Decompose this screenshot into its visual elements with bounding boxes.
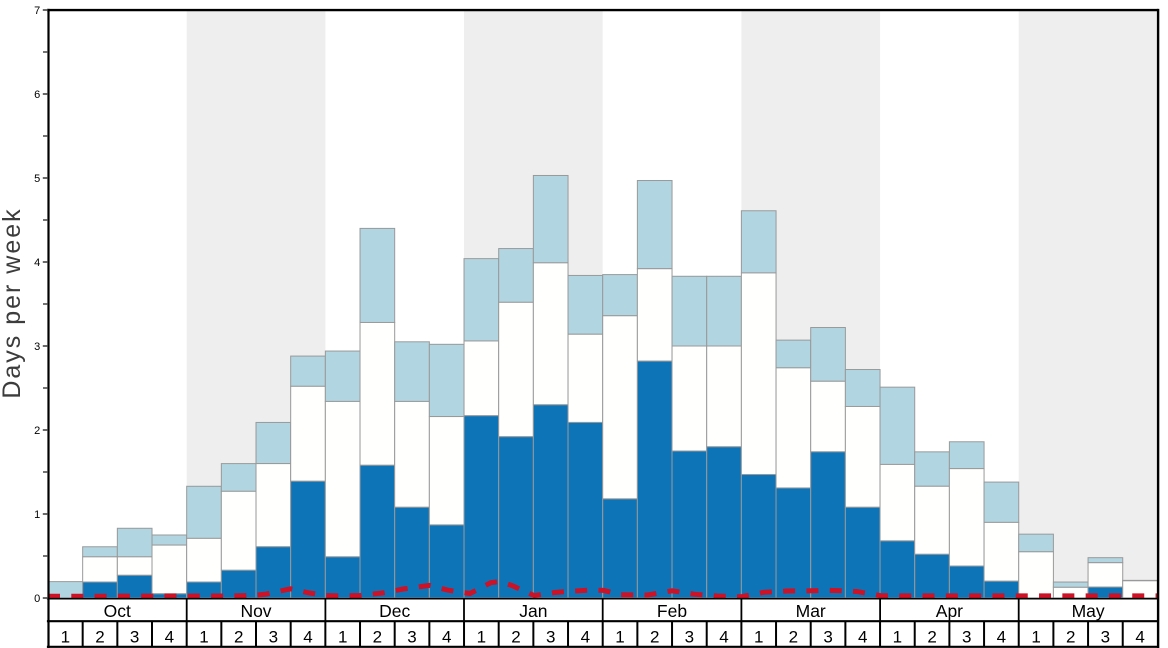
svg-text:3: 3 [823,628,832,647]
svg-text:3: 3 [546,628,555,647]
svg-text:4: 4 [303,628,312,647]
svg-text:Days per week: Days per week [0,207,26,398]
svg-text:May: May [1072,601,1105,621]
svg-text:Oct: Oct [104,601,131,621]
svg-text:3: 3 [1101,628,1110,647]
svg-text:Mar: Mar [796,601,826,621]
svg-text:1: 1 [615,628,624,647]
svg-text:2: 2 [927,628,936,647]
svg-text:4: 4 [719,628,728,647]
svg-text:3: 3 [269,628,278,647]
svg-text:0: 0 [34,593,40,605]
svg-text:1: 1 [477,628,486,647]
svg-text:4: 4 [165,628,174,647]
svg-text:Dec: Dec [379,601,410,621]
svg-text:2: 2 [95,628,104,647]
svg-text:4: 4 [997,628,1006,647]
svg-text:1: 1 [61,628,70,647]
svg-text:2: 2 [1066,628,1075,647]
svg-text:2: 2 [650,628,659,647]
svg-text:Nov: Nov [240,601,271,621]
svg-text:1: 1 [893,628,902,647]
svg-text:2: 2 [511,628,520,647]
svg-text:2: 2 [373,628,382,647]
svg-text:5: 5 [34,173,40,185]
svg-text:4: 4 [1135,628,1144,647]
svg-text:6: 6 [34,89,40,101]
svg-text:4: 4 [858,628,867,647]
svg-text:2: 2 [34,425,40,437]
svg-text:7: 7 [34,5,40,17]
svg-text:Jan: Jan [519,601,547,621]
svg-text:1: 1 [1031,628,1040,647]
svg-text:3: 3 [34,341,40,353]
svg-text:Apr: Apr [936,601,963,621]
svg-text:2: 2 [234,628,243,647]
svg-text:1: 1 [338,628,347,647]
svg-text:3: 3 [130,628,139,647]
svg-text:3: 3 [407,628,416,647]
svg-text:3: 3 [962,628,971,647]
svg-text:2: 2 [789,628,798,647]
svg-text:1: 1 [754,628,763,647]
svg-text:1: 1 [34,509,40,521]
svg-text:4: 4 [581,628,590,647]
svg-text:4: 4 [442,628,451,647]
svg-text:1: 1 [199,628,208,647]
svg-text:Feb: Feb [657,601,687,621]
svg-text:4: 4 [34,257,40,269]
svg-text:3: 3 [685,628,694,647]
